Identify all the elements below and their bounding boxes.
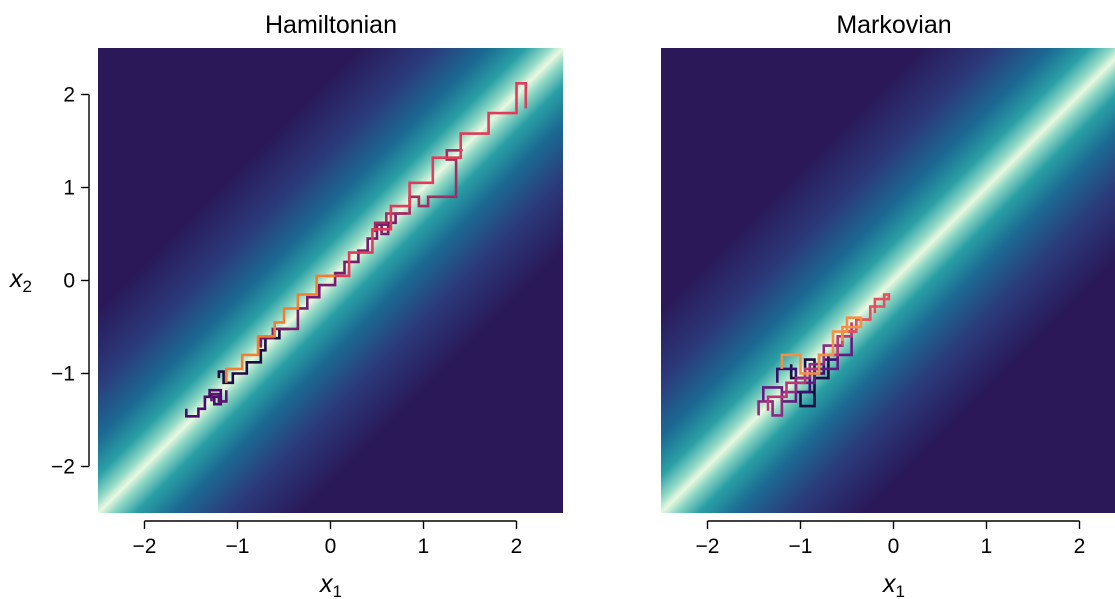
panel-hamiltonian: Hamiltonian −2 −1 0 1 2 −2 −1 0 1 2 x1 x2 bbox=[9, 11, 563, 599]
trace-series-6 bbox=[841, 293, 891, 346]
y-axis-label: x2 bbox=[9, 265, 32, 296]
panel-markovian: Markovian −2 −1 0 1 2 x1 bbox=[661, 11, 1115, 599]
density-background bbox=[98, 48, 563, 513]
sampler-traces bbox=[185, 82, 528, 418]
panel-title: Markovian bbox=[836, 11, 951, 39]
panel-title: Hamiltonian bbox=[265, 11, 397, 39]
x-tick-label: 0 bbox=[325, 535, 337, 558]
y-tick-label: 0 bbox=[63, 270, 75, 293]
x-ticks: −2 −1 0 1 2 bbox=[133, 521, 523, 558]
trace-series-2 bbox=[185, 388, 223, 418]
trace-series-7 bbox=[225, 274, 336, 383]
x-tick-label: 1 bbox=[981, 535, 993, 558]
sampler-traces bbox=[757, 293, 891, 417]
y-tick-label: 1 bbox=[63, 177, 75, 200]
x-tick-label: 2 bbox=[511, 535, 523, 558]
trace-series-1 bbox=[217, 327, 289, 385]
x-tick-label: −1 bbox=[226, 535, 250, 558]
trace-series-4 bbox=[757, 330, 857, 417]
y-ticks: −2 −1 0 1 2 bbox=[51, 84, 89, 479]
y-tick-label: 2 bbox=[63, 84, 75, 107]
x-tick-label: −2 bbox=[133, 535, 157, 558]
x-tick-label: −2 bbox=[696, 535, 720, 558]
density-background bbox=[661, 48, 1115, 513]
trace-series-5 bbox=[766, 322, 853, 411]
x-tick-label: 2 bbox=[1074, 535, 1086, 558]
x-tick-label: 1 bbox=[418, 535, 430, 558]
x-tick-label: 0 bbox=[888, 535, 900, 558]
trace-series-3 bbox=[210, 390, 228, 403]
x-axis-label: x1 bbox=[319, 570, 342, 599]
trace-series-5 bbox=[373, 149, 463, 233]
y-tick-label: −1 bbox=[51, 363, 75, 386]
trace-series-6 bbox=[325, 82, 528, 278]
y-tick-label: −2 bbox=[51, 456, 75, 479]
x-ticks: −2 −1 0 1 2 bbox=[696, 521, 1086, 558]
trace-series-4 bbox=[259, 212, 407, 348]
trace-series-7 bbox=[780, 316, 863, 375]
x-tick-label: −1 bbox=[789, 535, 813, 558]
x-axis-label: x1 bbox=[882, 570, 905, 599]
